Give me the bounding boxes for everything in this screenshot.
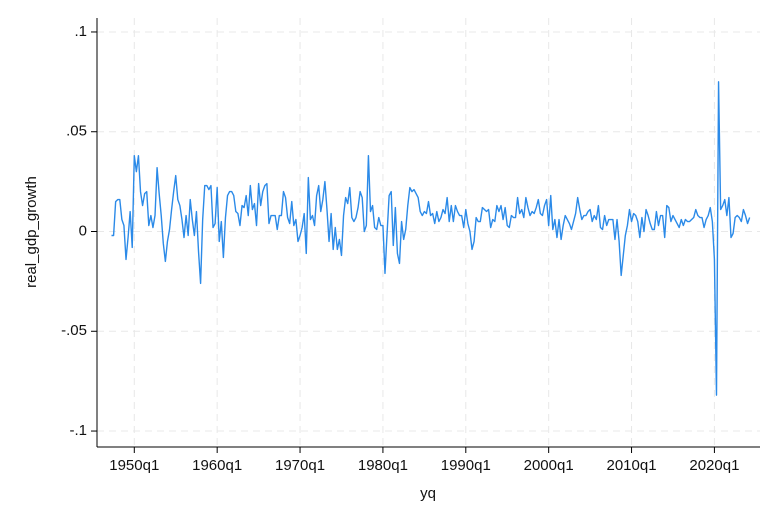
y-tick-label: -.05	[61, 322, 87, 339]
data-line	[111, 81, 751, 396]
x-tick-label: 1970q1	[275, 457, 325, 474]
y-tick-label: -.1	[69, 422, 87, 439]
x-tick-label: 1960q1	[192, 457, 242, 474]
x-tick-label: 2010q1	[607, 457, 657, 474]
y-tick-label: .05	[66, 123, 87, 140]
y-tick-label: .1	[74, 23, 87, 40]
x-tick-label: 2020q1	[689, 457, 739, 474]
x-tick-label: 1990q1	[441, 457, 491, 474]
x-axis-title: yq	[420, 485, 436, 502]
x-tick-label: 1980q1	[358, 457, 408, 474]
x-tick-label: 1950q1	[109, 457, 159, 474]
y-tick-label: 0	[79, 222, 87, 239]
x-tick-label: 2000q1	[524, 457, 574, 474]
y-axis-title: real_gdp_growth	[23, 176, 40, 288]
